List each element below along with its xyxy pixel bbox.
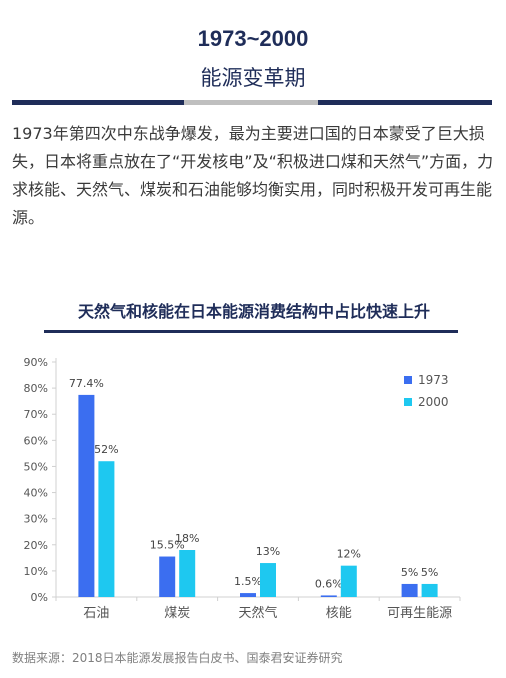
data-label-2000-4: 5% <box>421 566 438 579</box>
header-year-range: 1973~2000 <box>197 26 309 51</box>
bar-2000-3 <box>340 565 357 597</box>
data-source-note: 数据来源：2018日本能源发展报告白皮书、国泰君安证券研究 <box>12 651 343 665</box>
data-label-2000-0: 52% <box>94 443 118 456</box>
data-label-2000-1: 18% <box>175 532 199 545</box>
x-tick-label: 煤炭 <box>164 606 190 621</box>
chart-legend: 1973 2000 <box>404 373 449 409</box>
x-tick-label: 石油 <box>83 606 109 621</box>
x-tick-label: 核能 <box>326 606 352 621</box>
bar-1973-0 <box>78 394 95 597</box>
y-tick-label: 50% <box>24 460 48 473</box>
data-label-1973-3: 0.6% <box>315 577 343 590</box>
bar-1973-3 <box>320 595 337 597</box>
data-label-1973-0: 77.4% <box>69 377 104 390</box>
bar-1973-4 <box>401 583 418 597</box>
bar-2000-4 <box>421 583 438 597</box>
data-label-1973-2: 1.5% <box>234 575 262 588</box>
data-label-2000-2: 13% <box>256 545 280 558</box>
chart-bars: 77.4% 52% 15.5%18% 1.5% 13% 0.6% 12% 5% 5% <box>69 377 438 597</box>
bar-2000-1 <box>179 550 196 597</box>
bar-chart: 0% 10% 20% 30% 40% 50% 60% 70% 80% 90% 石油 煤炭 天然气 核能 可再… <box>24 356 461 621</box>
divider-middle <box>184 100 318 105</box>
x-tick-label: 可再生能源 <box>387 606 452 621</box>
data-label-1973-4: 5% <box>401 566 418 579</box>
chart-title-underline <box>44 330 458 333</box>
intro-paragraph: 1973年第四次中东战争爆发，最为主要进口国的日本蒙受了巨大损失，日本将重点放在… <box>12 124 494 227</box>
legend-label-2000: 2000 <box>418 395 449 409</box>
y-tick-label: 60% <box>24 434 48 447</box>
bar-2000-2 <box>260 563 276 597</box>
legend-swatch-2000 <box>404 398 412 406</box>
y-tick-label: 10% <box>24 565 48 578</box>
bar-2000-0 <box>98 461 115 597</box>
chart-title: 天然气和核能在日本能源消费结构中占比快速上升 <box>77 302 430 321</box>
legend-swatch-1973 <box>404 376 412 384</box>
y-tick-label: 90% <box>24 356 48 369</box>
bar-1973-1 <box>159 556 176 597</box>
y-tick-label: 40% <box>24 487 48 500</box>
data-label-2000-3: 12% <box>337 548 361 561</box>
divider-left <box>12 100 184 105</box>
y-tick-label: 80% <box>24 382 48 395</box>
bar-1973-2 <box>240 593 256 597</box>
legend-label-1973: 1973 <box>418 373 449 387</box>
y-tick-label: 70% <box>24 408 48 421</box>
chart-axes: 0% 10% 20% 30% 40% 50% 60% 70% 80% 90% 石油 煤炭 天然气 核能 可再… <box>24 356 461 621</box>
divider-right <box>318 100 492 105</box>
y-tick-label: 30% <box>24 513 48 526</box>
x-tick-label: 天然气 <box>238 605 277 621</box>
y-tick-label: 20% <box>24 539 48 552</box>
header-subtitle: 能源变革期 <box>200 66 306 90</box>
data-label-1973-1: 15.5% <box>150 539 185 552</box>
y-tick-label: 0% <box>31 591 48 604</box>
